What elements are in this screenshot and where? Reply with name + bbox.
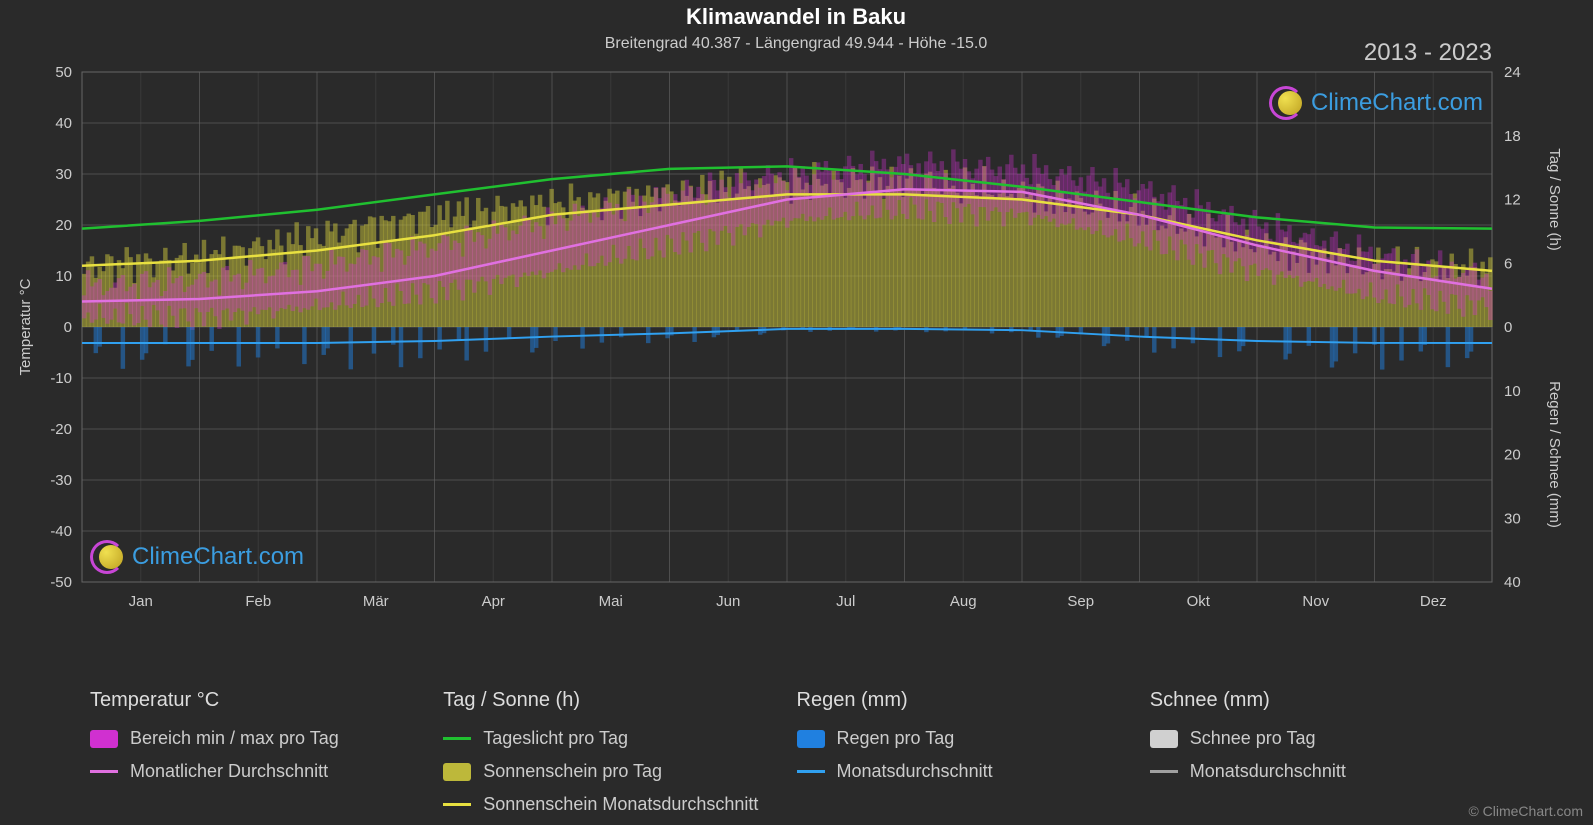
legend-header: Tag / Sonne (h) xyxy=(443,689,796,712)
brand-text: ClimeChart.com xyxy=(132,543,304,571)
legend-item: Sonnenschein pro Tag xyxy=(443,761,796,782)
legend: Temperatur °C Bereich min / max pro Tag Mo… xyxy=(90,689,1503,815)
svg-text:-40: -40 xyxy=(50,523,72,540)
svg-text:Aug: Aug xyxy=(950,593,977,610)
legend-header: Regen (mm) xyxy=(797,689,1150,712)
legend-label: Monatsdurchschnitt xyxy=(1190,761,1346,782)
brand-logo-top: ClimeChart.com xyxy=(1269,86,1483,120)
svg-text:10: 10 xyxy=(55,268,72,285)
svg-text:18: 18 xyxy=(1504,128,1521,145)
legend-item: Monatsdurchschnitt xyxy=(797,761,1150,782)
legend-item: Monatsdurchschnitt xyxy=(1150,761,1503,782)
svg-text:Nov: Nov xyxy=(1302,593,1329,610)
svg-text:-20: -20 xyxy=(50,421,72,438)
legend-column: Schnee (mm) Schnee pro Tag Monatsdurchschn… xyxy=(1150,689,1503,815)
legend-column: Tag / Sonne (h) Tageslicht pro Tag Sonnens… xyxy=(443,689,796,815)
legend-header: Temperatur °C xyxy=(90,689,443,712)
legend-item: Regen pro Tag xyxy=(797,728,1150,749)
legend-swatch xyxy=(90,730,118,748)
svg-text:50: 50 xyxy=(55,64,72,81)
legend-header: Schnee (mm) xyxy=(1150,689,1503,712)
svg-text:Tag / Sonne (h): Tag / Sonne (h) xyxy=(1546,148,1563,251)
legend-label: Schnee pro Tag xyxy=(1190,728,1316,749)
svg-text:Jan: Jan xyxy=(129,593,153,610)
legend-label: Bereich min / max pro Tag xyxy=(130,728,339,749)
svg-text:Breitengrad 40.387 - Längengra: Breitengrad 40.387 - Längengrad 49.944 -… xyxy=(605,35,988,52)
svg-text:2013 - 2023: 2013 - 2023 xyxy=(1364,39,1492,66)
legend-label: Monatlicher Durchschnitt xyxy=(130,761,328,782)
svg-text:Apr: Apr xyxy=(482,593,505,610)
legend-item: Sonnenschein Monatsdurchschnitt xyxy=(443,794,796,815)
svg-text:Sep: Sep xyxy=(1067,593,1094,610)
svg-text:24: 24 xyxy=(1504,64,1521,81)
svg-text:Klimawandel in Baku: Klimawandel in Baku xyxy=(686,4,906,29)
legend-label: Sonnenschein pro Tag xyxy=(483,761,662,782)
svg-text:30: 30 xyxy=(1504,510,1521,527)
svg-text:Feb: Feb xyxy=(245,593,271,610)
svg-text:0: 0 xyxy=(1504,319,1512,336)
svg-text:Okt: Okt xyxy=(1187,593,1211,610)
legend-swatch xyxy=(797,770,825,773)
legend-column: Temperatur °C Bereich min / max pro Tag Mo… xyxy=(90,689,443,815)
svg-text:10: 10 xyxy=(1504,383,1521,400)
svg-text:Mär: Mär xyxy=(363,593,389,610)
svg-text:0: 0 xyxy=(64,319,72,336)
svg-text:Dez: Dez xyxy=(1420,593,1447,610)
brand-icon xyxy=(1269,86,1303,120)
brand-text: ClimeChart.com xyxy=(1311,89,1483,117)
svg-text:12: 12 xyxy=(1504,192,1521,209)
svg-text:-30: -30 xyxy=(50,472,72,489)
legend-label: Sonnenschein Monatsdurchschnitt xyxy=(483,794,758,815)
svg-text:Temperatur °C: Temperatur °C xyxy=(17,278,34,375)
legend-swatch xyxy=(1150,730,1178,748)
svg-text:-10: -10 xyxy=(50,370,72,387)
legend-label: Regen pro Tag xyxy=(837,728,955,749)
svg-text:40: 40 xyxy=(1504,574,1521,591)
legend-swatch xyxy=(443,763,471,781)
svg-text:Mai: Mai xyxy=(599,593,623,610)
svg-text:Jun: Jun xyxy=(716,593,740,610)
legend-item: Bereich min / max pro Tag xyxy=(90,728,443,749)
svg-text:6: 6 xyxy=(1504,255,1512,272)
legend-item: Tageslicht pro Tag xyxy=(443,728,796,749)
brand-icon xyxy=(90,540,124,574)
legend-swatch xyxy=(443,737,471,740)
legend-item: Monatlicher Durchschnitt xyxy=(90,761,443,782)
legend-label: Monatsdurchschnitt xyxy=(837,761,993,782)
legend-swatch xyxy=(443,803,471,806)
svg-text:Jul: Jul xyxy=(836,593,855,610)
legend-item: Schnee pro Tag xyxy=(1150,728,1503,749)
copyright: © ClimeChart.com xyxy=(1468,803,1583,819)
svg-text:Regen / Schnee (mm): Regen / Schnee (mm) xyxy=(1546,381,1563,528)
svg-text:20: 20 xyxy=(1504,447,1521,464)
legend-label: Tageslicht pro Tag xyxy=(483,728,628,749)
legend-swatch xyxy=(90,770,118,773)
legend-column: Regen (mm) Regen pro Tag Monatsdurchschnit… xyxy=(797,689,1150,815)
svg-text:20: 20 xyxy=(55,217,72,234)
legend-swatch xyxy=(1150,770,1178,773)
svg-text:-50: -50 xyxy=(50,574,72,591)
svg-text:30: 30 xyxy=(55,166,72,183)
legend-swatch xyxy=(797,730,825,748)
brand-logo-bottom: ClimeChart.com xyxy=(90,540,304,574)
svg-text:40: 40 xyxy=(55,115,72,132)
